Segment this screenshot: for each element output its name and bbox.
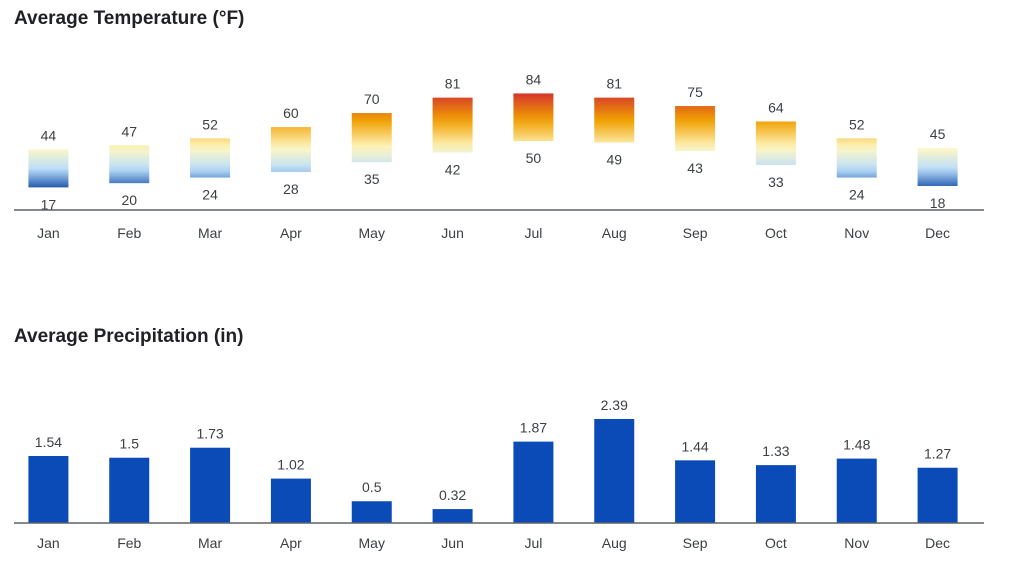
temperature-low-label: 20 [121,192,137,208]
temperature-high-label: 52 [202,116,218,132]
precipitation-value-label: 1.5 [120,436,140,452]
temperature-high-label: 84 [526,71,542,87]
precipitation-month-label: Feb [117,535,141,551]
precipitation-bar [432,509,473,523]
temperature-month-label: Apr [280,225,302,241]
precipitation-month-label: Jun [441,535,464,551]
temperature-range-bar [836,138,877,178]
precipitation-value-label: 1.33 [762,443,789,459]
temperature-low-label: 49 [606,152,622,168]
temperature-month-label: Dec [925,225,950,241]
temperature-high-label: 52 [849,116,865,132]
temperature-chart-title: Average Temperature (°F) [14,8,245,29]
precipitation-bar [836,458,877,523]
temperature-month-label: Jan [37,225,60,241]
temperature-range-bar [755,121,796,165]
precipitation-month-label: Dec [925,535,950,551]
temperature-range-bar [917,148,958,186]
temperature-low-label: 33 [768,174,784,190]
precipitation-month-label: Oct [765,535,787,551]
precipitation-month-label: May [359,535,385,551]
precipitation-value-label: 1.73 [196,426,223,442]
precipitation-value-label: 1.54 [35,434,62,450]
precipitation-bar [513,441,554,523]
temperature-high-label: 81 [445,76,461,92]
precipitation-month-label: Jul [524,535,542,551]
temperature-low-label: 50 [526,150,542,166]
temperature-high-label: 81 [606,76,622,92]
temperature-month-label: Aug [602,225,627,241]
temperature-range-bar [351,113,392,163]
precipitation-bar [28,455,69,523]
temperature-high-label: 44 [41,128,57,144]
precipitation-value-label: 2.39 [601,397,628,413]
temperature-low-label: 24 [202,187,218,203]
temperature-high-label: 45 [930,126,946,142]
temperature-low-label: 28 [283,181,299,197]
temperature-low-label: 35 [364,171,380,187]
temperature-month-label: Mar [198,225,222,241]
precipitation-chart-title: Average Precipitation (in) [14,326,244,347]
precipitation-bar [351,501,392,523]
temperature-range-bar [594,97,635,143]
temperature-month-label: Feb [117,225,141,241]
precipitation-bar [594,419,635,523]
temperature-month-label: May [359,225,385,241]
temperature-range-bar [109,145,150,184]
precipitation-month-label: Jan [37,535,60,551]
temperature-low-label: 43 [687,160,703,176]
precipitation-month-label: Mar [198,535,222,551]
temperature-month-label: Oct [765,225,787,241]
temperature-month-label: Nov [844,225,869,241]
precipitation-value-label: 1.87 [520,420,547,436]
precipitation-bar [270,478,311,523]
temperature-month-label: Jul [524,225,542,241]
temperature-high-label: 60 [283,105,299,121]
precipitation-value-label: 0.5 [362,479,382,495]
temperature-high-label: 70 [364,91,380,107]
temperature-low-label: 42 [445,161,461,177]
precipitation-value-label: 0.32 [439,487,466,503]
precipitation-month-label: Aug [602,535,627,551]
precipitation-value-label: 1.48 [843,437,870,453]
temperature-month-label: Sep [683,225,708,241]
temperature-range-bar [513,93,554,142]
precipitation-bar [917,467,958,523]
temperature-month-label: Jun [441,225,464,241]
temperature-high-label: 47 [121,123,137,139]
precipitation-bar [109,457,150,523]
precipitation-chart: 1.54 Jan 1.5 Feb 1.73 Mar 1.02 Apr 0.5 May 0.32 Jun… [14,397,984,551]
precipitation-value-label: 1.02 [277,457,304,473]
temperature-range-bar [190,138,231,178]
precipitation-value-label: 1.44 [681,438,708,454]
precipitation-month-label: Apr [280,535,302,551]
temperature-range-bar [675,106,716,151]
precipitation-month-label: Nov [844,535,869,551]
precipitation-month-label: Sep [683,535,708,551]
temperature-low-label: 17 [41,196,57,212]
temperature-chart: 44 17 Jan 47 20 Feb 52 24 Mar 60 28 Apr 70 35 May 81 42 J… [14,71,984,241]
temperature-low-label: 24 [849,187,865,203]
temperature-low-label: 18 [930,195,946,211]
temperature-range-bar [270,127,311,172]
precipitation-bar [190,447,231,523]
precipitation-bar [675,460,716,523]
temperature-high-label: 64 [768,99,784,115]
precipitation-value-label: 1.27 [924,446,951,462]
precipitation-bar [755,465,796,523]
temperature-range-bar [28,149,69,188]
temperature-high-label: 75 [687,84,703,100]
temperature-range-bar [432,97,473,153]
